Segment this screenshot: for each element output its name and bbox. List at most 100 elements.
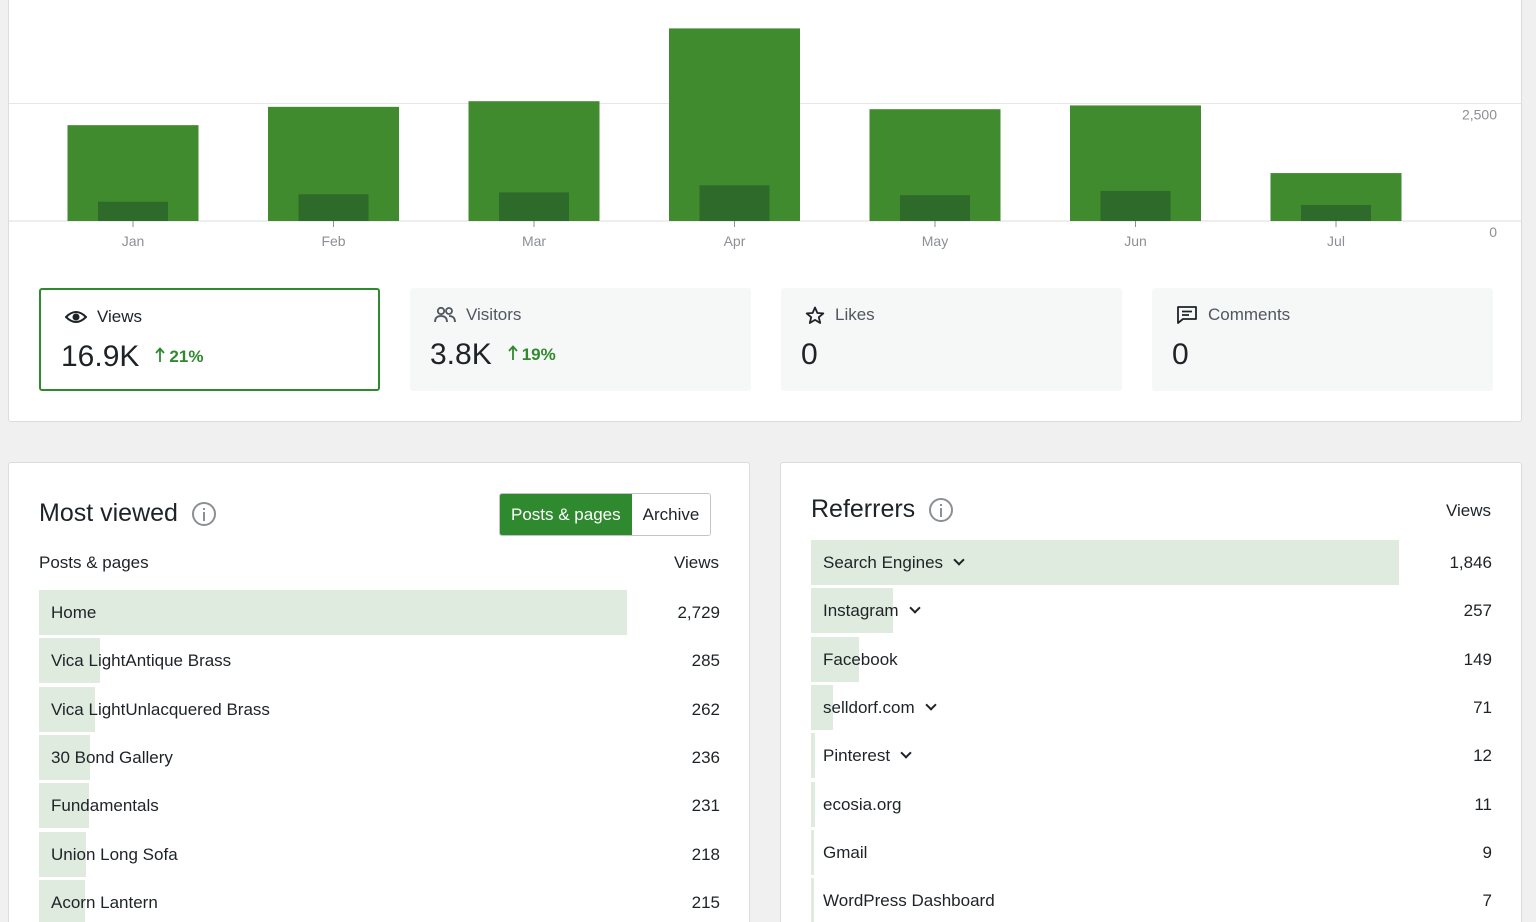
chart-bar-visitors — [1301, 205, 1371, 221]
stat-visitors-delta-value: 19% — [521, 345, 556, 364]
most-viewed-toggle: Posts & pages Archive — [499, 493, 712, 536]
star-icon — [805, 306, 825, 325]
chart-bar-visitors — [298, 194, 369, 221]
people-icon — [434, 306, 456, 324]
x-tick-label: Jul — [1327, 233, 1345, 249]
row-value-bar — [39, 686, 96, 732]
stat-likes-tab[interactable]: Likes 0 — [781, 288, 1122, 391]
stat-likes-label-wrap: Likes — [805, 305, 875, 325]
stat-views-tab[interactable]: Views 16.9K 21% — [39, 288, 380, 391]
list-item[interactable]: Fundamentals 231 — [39, 783, 720, 829]
list-item[interactable]: 30 Bond Gallery 236 — [39, 734, 720, 780]
list-item[interactable]: Home 2,729 — [39, 590, 720, 635]
stat-likes-value-wrap: 0 — [801, 338, 818, 372]
most-viewed-panel: Most viewed Posts & pages Archive Posts … — [8, 462, 750, 922]
list-item[interactable]: Facebook 149 — [811, 636, 1492, 682]
row-value-bar — [39, 590, 627, 635]
stat-comments-value-wrap: 0 — [1172, 338, 1189, 372]
row-value-bar — [39, 831, 87, 877]
stat-visitors-value: 3.8K — [430, 338, 492, 371]
info-icon[interactable] — [191, 501, 216, 526]
list-item[interactable]: Gmail 9 — [811, 829, 1492, 875]
x-tick-label: Feb — [321, 233, 345, 249]
row-views: 1,846 — [1449, 553, 1492, 572]
stat-visitors-label-wrap: Visitors — [434, 305, 521, 325]
list-item[interactable]: Union Long Sofa 218 — [39, 831, 720, 877]
row-label-text: Union Long Sofa — [51, 844, 178, 864]
stat-visitors-tab[interactable]: Visitors 3.8K 19% — [410, 288, 751, 391]
row-label: Fundamentals — [51, 783, 159, 828]
list-item[interactable]: Instagram 257 — [811, 588, 1492, 634]
list-item[interactable]: Search Engines 1,846 — [811, 540, 1492, 585]
info-icon[interactable] — [929, 497, 954, 522]
toggle-posts-pages[interactable]: Posts & pages — [500, 494, 632, 535]
stats-overview-card: 2,500 0 Jan Feb Mar Apr May Jun Jul Views 16.9K … — [8, 0, 1522, 422]
stat-comments-value: 0 — [1172, 338, 1189, 371]
row-value-bar — [811, 588, 893, 634]
chevron-down-icon[interactable] — [953, 554, 965, 566]
stat-visitors-value-wrap: 3.8K 19% — [430, 338, 556, 372]
row-label: Vica LightUnlacquered Brass — [51, 687, 270, 732]
referrers-panel: Referrers Views Search Engines 1,846 Insta… — [780, 462, 1522, 922]
chevron-down-icon[interactable] — [908, 602, 921, 614]
stat-comments-tab[interactable]: Comments 0 — [1152, 288, 1493, 391]
row-value-bar — [811, 684, 834, 730]
referrers-col-right: Views — [1445, 501, 1491, 520]
stat-views-value-wrap: 16.9K 21% — [61, 340, 203, 374]
most-viewed-col-right: Views — [673, 553, 719, 572]
chevron-down-icon[interactable] — [924, 699, 937, 711]
row-views: 71 — [1473, 697, 1492, 717]
row-value-bar — [811, 878, 814, 922]
stat-views-label-wrap: Views — [65, 307, 142, 327]
row-views: 215 — [691, 892, 720, 912]
list-item[interactable]: selldorf.com 71 — [811, 684, 1492, 730]
y-tick-label: 2,500 — [1462, 107, 1497, 123]
list-item[interactable]: Pinterest 12 — [811, 733, 1492, 779]
row-label-text: Pinterest — [823, 746, 891, 766]
x-tick-label: Mar — [522, 233, 546, 249]
row-label: Pinterest — [823, 733, 912, 778]
row-value-bar — [39, 638, 101, 684]
stat-views-delta: 21% — [155, 346, 204, 368]
chevron-down-icon[interactable] — [900, 747, 912, 759]
list-item[interactable]: Vica LightUnlacquered Brass 262 — [39, 686, 720, 732]
list-item[interactable]: WordPress Dashboard 7 — [811, 878, 1492, 922]
row-views: 262 — [691, 699, 720, 719]
list-item[interactable]: ecosia.org 11 — [811, 781, 1492, 827]
row-label-text: selldorf.com — [823, 697, 915, 717]
row-value-bar — [39, 783, 89, 829]
row-label: ecosia.org — [823, 782, 901, 827]
x-tick-label: Jan — [122, 233, 145, 249]
row-label: selldorf.com — [823, 685, 937, 730]
x-tick-label: Apr — [724, 233, 746, 249]
chart-bar-visitors — [900, 195, 970, 221]
row-label: Vica LightAntique Brass — [51, 638, 231, 683]
eye-icon — [65, 309, 87, 325]
row-label: Home — [51, 590, 96, 635]
row-label-text: Acorn Lantern — [51, 892, 158, 912]
row-label: 30 Bond Gallery — [51, 735, 173, 780]
row-label: Acorn Lantern — [51, 880, 158, 922]
list-item[interactable]: Vica LightAntique Brass 285 — [39, 638, 720, 684]
row-views: 7 — [1482, 891, 1492, 911]
row-label: Facebook — [823, 637, 898, 682]
stat-likes-label: Likes — [835, 305, 875, 324]
x-tick-label: Jun — [1124, 233, 1147, 249]
chart-bar-visitors — [699, 185, 770, 221]
row-label-text: Gmail — [823, 842, 868, 862]
most-viewed-col-left: Posts & pages — [39, 553, 149, 572]
referrers-header: Referrers — [811, 495, 954, 524]
y-tick-label: 0 — [1489, 224, 1497, 240]
stat-comments-label: Comments — [1208, 305, 1291, 324]
row-label-text: ecosia.org — [823, 794, 902, 814]
row-views: 11 — [1474, 794, 1492, 814]
toggle-archive[interactable]: Archive — [631, 494, 711, 535]
row-label-text: Vica LightUnlacquered Brass — [51, 699, 270, 719]
row-views: 12 — [1473, 746, 1492, 766]
row-value-bar — [39, 734, 90, 780]
stat-views-delta-value: 21% — [169, 347, 204, 366]
list-item[interactable]: Acorn Lantern 215 — [39, 879, 720, 922]
row-views: 218 — [691, 844, 720, 864]
row-label-text: WordPress Dashboard — [823, 891, 995, 911]
row-label: Gmail — [823, 830, 867, 875]
